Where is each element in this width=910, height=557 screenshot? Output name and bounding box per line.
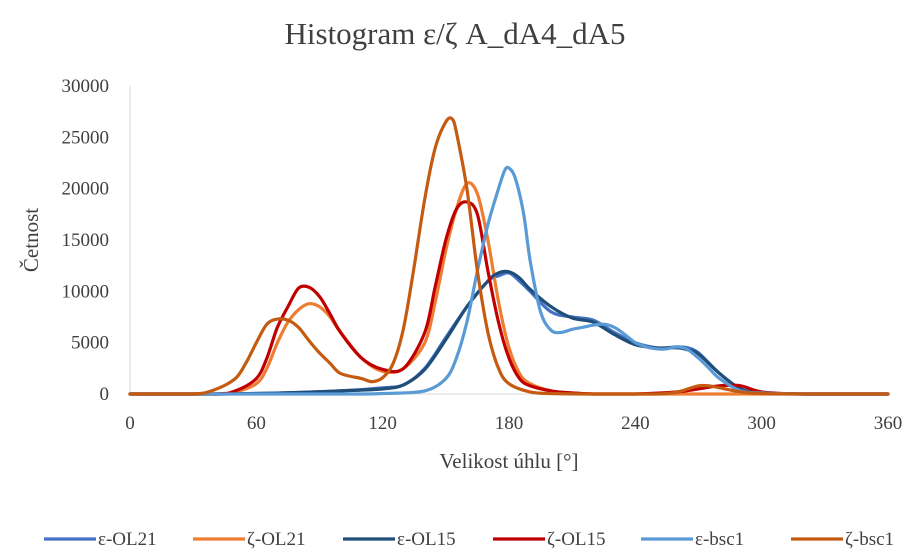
- legend-label: ζ-bsc1: [845, 529, 894, 550]
- y-tick-label: 5000: [71, 333, 109, 354]
- legend-label: ε-OL21: [98, 529, 157, 550]
- y-tick-label: 30000: [62, 76, 110, 97]
- chart-title: Histogram ε/ζ A_dA4_dA5: [285, 16, 626, 51]
- x-tick-label: 0: [125, 413, 135, 434]
- series-line-0: [128, 271, 890, 396]
- legend-label: ζ-OL15: [547, 529, 606, 550]
- y-axis-title: Četnost: [19, 208, 43, 272]
- y-tick-label: 0: [100, 384, 110, 405]
- x-tick-label: 180: [495, 413, 524, 434]
- series-line-4: [128, 165, 890, 396]
- series-lines: [128, 116, 890, 396]
- x-tick-label: 360: [874, 413, 903, 434]
- y-tick-label: 10000: [62, 281, 110, 302]
- x-tick-label: 300: [747, 413, 776, 434]
- series-line-2: [128, 269, 890, 396]
- legend-label: ε-OL15: [397, 529, 456, 550]
- x-tick-label: 120: [368, 413, 397, 434]
- series-line-5: [128, 116, 890, 396]
- x-axis-title: Velikost úhlu [°]: [439, 449, 578, 473]
- y-tick-label: 15000: [62, 230, 110, 251]
- x-tick-label: 240: [621, 413, 650, 434]
- legend-label: ζ-OL21: [247, 529, 306, 550]
- x-tick-label: 60: [247, 413, 266, 434]
- legend: ε-OL21 ζ-OL21 ε-OL15 ζ-OL15 ε-bsc1 ζ-bsc1: [44, 529, 894, 550]
- y-tick-label: 25000: [62, 127, 110, 148]
- legend-label: ε-bsc1: [695, 529, 744, 550]
- y-tick-labels: 0 5000 10000 15000 20000 25000 30000: [62, 76, 110, 405]
- y-tick-label: 20000: [62, 179, 110, 200]
- x-tick-labels: 0 60 120 180 240 300 360: [125, 413, 902, 434]
